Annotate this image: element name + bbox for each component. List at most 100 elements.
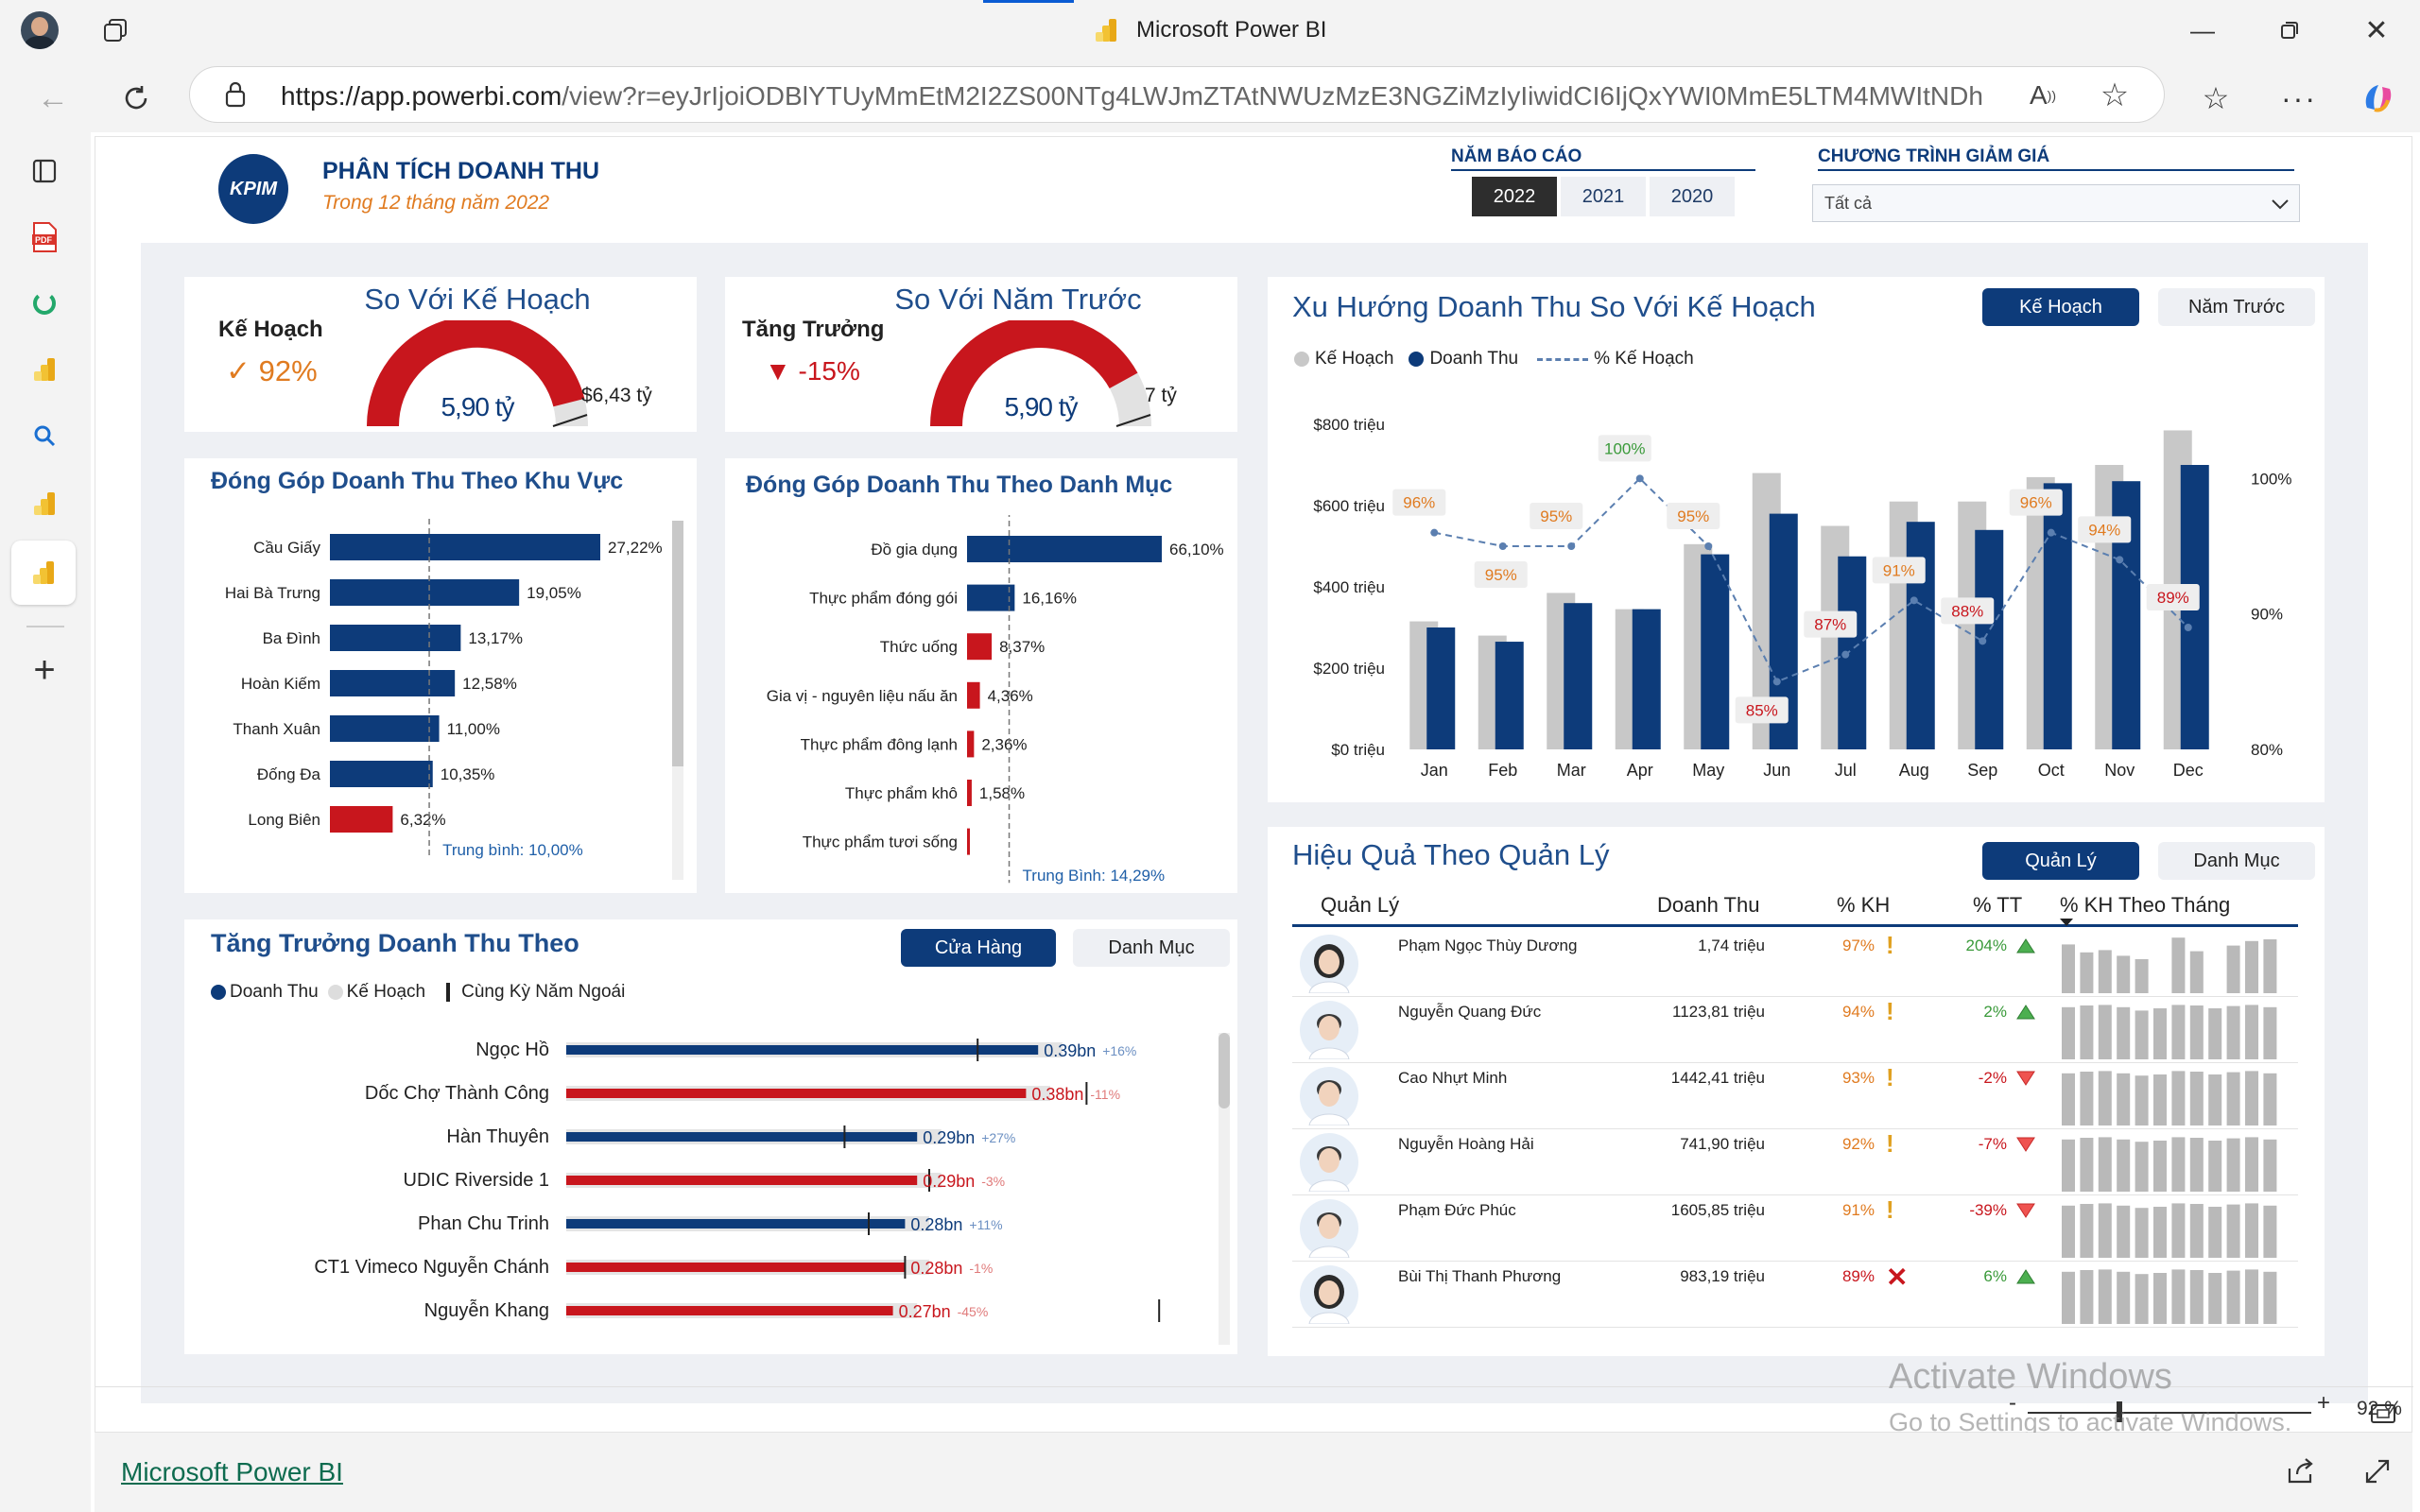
powerbi-app-icon[interactable] bbox=[23, 348, 66, 391]
sparkline-bar bbox=[2189, 1005, 2204, 1059]
add-icon[interactable]: + bbox=[33, 648, 56, 691]
sparkline-bar bbox=[2153, 1074, 2167, 1125]
manager-row[interactable]: Bùi Thị Thanh Phương 983,19 triệu 89% ✕ … bbox=[1292, 1262, 2298, 1328]
share-icon[interactable] bbox=[2286, 1457, 2316, 1486]
powerbi-app-icon-2[interactable] bbox=[23, 482, 66, 525]
trend-y2-tick: 90% bbox=[2251, 606, 2283, 624]
managers-table-body: Phạm Ngọc Thùy Dương 1,74 triệu 97% ! 20… bbox=[1292, 931, 2298, 1328]
favorite-star-icon[interactable]: ☆ bbox=[2100, 77, 2130, 113]
category-title: Đóng Góp Doanh Thu Theo Danh Mục bbox=[746, 472, 1173, 498]
trend-pct-label: 91% bbox=[1883, 561, 1915, 579]
workspaces-icon[interactable] bbox=[98, 13, 132, 47]
year-2022-button[interactable]: 2022 bbox=[1472, 177, 1557, 216]
fullscreen-icon[interactable] bbox=[2363, 1457, 2392, 1486]
region-value: 27,22% bbox=[608, 539, 663, 557]
url-field[interactable]: https://app.powerbi.com/view?r=eyJrIjoiO… bbox=[189, 66, 2165, 123]
trend-pct-point bbox=[1498, 542, 1507, 550]
trend-pct-label: 95% bbox=[1677, 507, 1709, 525]
promo-filter-label: CHƯƠNG TRÌNH GIẢM GIÁ bbox=[1818, 146, 2050, 166]
kpi-plan-label: Kế Hoạch bbox=[218, 317, 323, 342]
growth-store-label: Ngọc Hồ bbox=[475, 1040, 549, 1060]
more-options-icon[interactable]: ··· bbox=[2281, 80, 2317, 115]
sparkline-bar bbox=[2135, 1010, 2149, 1059]
col-pct-growth[interactable]: % TT bbox=[1973, 893, 2023, 917]
trend-x-tick: Sep bbox=[1967, 761, 1997, 780]
back-icon[interactable]: ← bbox=[37, 79, 69, 116]
trend-pct-label: 95% bbox=[1485, 566, 1517, 584]
year-2021-button[interactable]: 2021 bbox=[1561, 177, 1646, 216]
growth-store-button[interactable]: Cửa Hàng bbox=[901, 929, 1056, 967]
managers-cat-button[interactable]: Danh Mục bbox=[2158, 842, 2315, 880]
lock-icon[interactable] bbox=[224, 80, 247, 113]
trend-pct-label-bg bbox=[1941, 597, 1995, 625]
profile-avatar[interactable] bbox=[21, 11, 59, 49]
growth-delta: +27% bbox=[981, 1130, 1015, 1145]
manager-pct-plan: 94% bbox=[1841, 1003, 1875, 1021]
trend-prev-button[interactable]: Năm Trước bbox=[2158, 288, 2315, 326]
powerbi-footer-link[interactable]: Microsoft Power BI bbox=[121, 1457, 343, 1486]
category-label: Gia vị - nguyên liệu nấu ăn bbox=[767, 687, 958, 705]
sparkline-bar bbox=[2226, 1138, 2240, 1192]
manager-avatar bbox=[1300, 1133, 1358, 1192]
trend-pct-label: 87% bbox=[1814, 616, 1846, 634]
tab-actions-icon[interactable] bbox=[23, 149, 66, 193]
sparkline-bar bbox=[2171, 1269, 2186, 1324]
growth-scrollbar[interactable] bbox=[1219, 1033, 1230, 1345]
favorites-icon[interactable]: ☆ bbox=[2202, 81, 2230, 115]
manager-name: Bùi Thị Thanh Phương bbox=[1398, 1267, 1562, 1285]
region-label: Hai Bà Trưng bbox=[225, 584, 320, 602]
tab-title[interactable]: Microsoft Power BI bbox=[1136, 17, 1327, 43]
category-label: Thực phẩm đóng gói bbox=[809, 590, 958, 608]
search-icon[interactable] bbox=[23, 414, 66, 457]
copilot-icon[interactable] bbox=[2358, 77, 2399, 119]
manager-row[interactable]: Cao Nhựt Minh 1442,41 triệu 93% ! -2% bbox=[1292, 1063, 2298, 1129]
managers-mgr-button[interactable]: Quản Lý bbox=[1982, 842, 2139, 880]
col-revenue[interactable]: Doanh Thu bbox=[1657, 893, 1760, 917]
sort-desc-icon[interactable] bbox=[2058, 918, 2075, 927]
growth-category-button[interactable]: Danh Mục bbox=[1073, 929, 1230, 967]
manager-pct-growth: -7% bbox=[1978, 1135, 2007, 1153]
extension-icon[interactable] bbox=[23, 282, 66, 325]
col-manager[interactable]: Quản Lý bbox=[1321, 893, 1400, 917]
minimize-button[interactable]: — bbox=[2190, 15, 2215, 44]
sparkline-bar bbox=[2208, 1141, 2222, 1192]
powerbi-app-icon-active[interactable] bbox=[11, 541, 76, 605]
col-pct-plan[interactable]: % KH bbox=[1837, 893, 1891, 917]
close-window-button[interactable]: ✕ bbox=[2364, 14, 2389, 46]
zoom-slider-thumb[interactable] bbox=[2117, 1401, 2122, 1422]
sparkline-bar bbox=[2117, 1205, 2131, 1258]
zoom-slider-track[interactable] bbox=[2028, 1412, 2311, 1414]
growth-card: Tăng Trưởng Doanh Thu Theo Cửa Hàng Danh… bbox=[184, 919, 1237, 1354]
down-triangle-icon bbox=[2016, 1071, 2035, 1086]
region-scroll-thumb[interactable] bbox=[672, 521, 683, 766]
manager-avatar bbox=[1300, 1265, 1358, 1324]
sparkline-bar bbox=[2062, 1205, 2075, 1258]
col-monthly[interactable]: % KH Theo Tháng bbox=[2060, 893, 2231, 917]
growth-rev-bar bbox=[566, 1132, 918, 1142]
manager-row[interactable]: Phạm Đức Phúc 1605,85 triệu 91% ! -39% bbox=[1292, 1195, 2298, 1262]
sparkline-bar bbox=[2117, 1073, 2131, 1125]
zoom-minus[interactable]: - bbox=[2009, 1390, 2016, 1416]
fit-to-page-icon[interactable] bbox=[2370, 1403, 2396, 1424]
sparkline-bar bbox=[2117, 955, 2131, 993]
restore-button[interactable] bbox=[2271, 13, 2308, 47]
category-value: 66,10% bbox=[1169, 541, 1224, 558]
year-2020-button[interactable]: 2020 bbox=[1650, 177, 1735, 216]
manager-pct-plan: 91% bbox=[1841, 1201, 1875, 1219]
trend-pct-label-bg bbox=[1598, 435, 1651, 462]
trend-plan-button[interactable]: Kế Hoạch bbox=[1982, 288, 2139, 326]
manager-revenue: 741,90 triệu bbox=[1680, 1135, 1765, 1153]
zoom-plus[interactable]: + bbox=[2317, 1390, 2331, 1416]
category-bar bbox=[967, 584, 1015, 611]
address-bar-row: ← https://app.powerbi.com/view?r=eyJrIjo… bbox=[0, 60, 2420, 132]
manager-row[interactable]: Phạm Ngọc Thùy Dương 1,74 triệu 97% ! 20… bbox=[1292, 931, 2298, 997]
pdf-icon[interactable]: PDF bbox=[23, 215, 66, 259]
promo-dropdown[interactable]: Tất cả bbox=[1812, 184, 2300, 222]
manager-row[interactable]: Nguyễn Hoàng Hải 741,90 triệu 92% ! -7% bbox=[1292, 1129, 2298, 1195]
region-scrollbar[interactable] bbox=[672, 521, 683, 880]
manager-row[interactable]: Nguyễn Quang Đức 1123,81 triệu 94% ! 2% bbox=[1292, 997, 2298, 1063]
read-aloud-icon[interactable]: A)) bbox=[2029, 80, 2056, 110]
trend-combo-chart: $800 triệu $600 triệu $400 triệu $200 triệu… bbox=[1313, 416, 2291, 780]
growth-scroll-thumb[interactable] bbox=[1219, 1033, 1230, 1108]
refresh-icon[interactable] bbox=[115, 77, 157, 119]
